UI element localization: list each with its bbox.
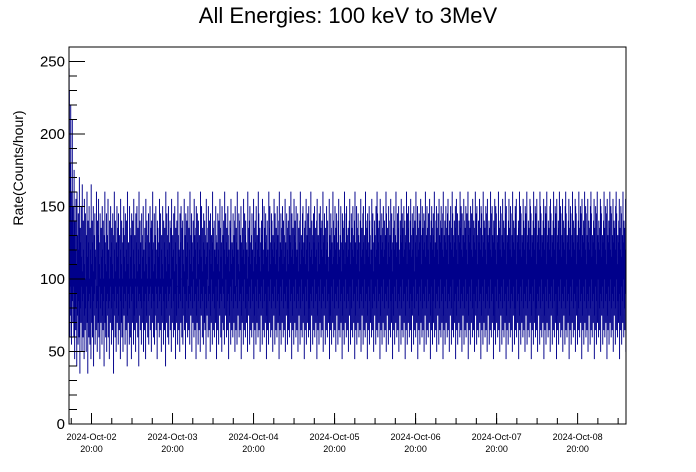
x-tick-label-date: 2024-Oct-04 bbox=[229, 432, 279, 442]
x-tick-label-date: 2024-Oct-06 bbox=[391, 432, 441, 442]
x-tick-label-time: 20:00 bbox=[566, 444, 589, 454]
x-tick-label-date: 2024-Oct-08 bbox=[553, 432, 603, 442]
x-tick-label-date: 2024-Oct-07 bbox=[472, 432, 522, 442]
x-tick-label-date: 2024-Oct-02 bbox=[66, 432, 116, 442]
x-tick-label-time: 20:00 bbox=[323, 444, 346, 454]
x-tick-label-time: 20:00 bbox=[485, 444, 508, 454]
x-tick-label-time: 20:00 bbox=[80, 444, 103, 454]
chart-title: All Energies: 100 keV to 3MeV bbox=[198, 3, 498, 28]
x-tick-label-time: 20:00 bbox=[242, 444, 265, 454]
y-tick-label: 150 bbox=[40, 199, 65, 216]
y-tick-label: 50 bbox=[48, 344, 65, 361]
x-tick-label-time: 20:00 bbox=[161, 444, 184, 454]
y-tick-label: 200 bbox=[40, 126, 65, 143]
y-tick-label: 100 bbox=[40, 271, 65, 288]
series-line bbox=[68, 68, 627, 374]
y-tick-label: 250 bbox=[40, 54, 65, 71]
x-axis: 2024-Oct-02 20:00 2024-Oct-03 20:00 2024-Oct… bbox=[66, 413, 619, 454]
x-tick-label-time: 20:00 bbox=[404, 444, 427, 454]
x-tick-label-date: 2024-Oct-03 bbox=[148, 432, 198, 442]
y-tick-label: 0 bbox=[57, 416, 65, 433]
y-axis: 0 50 100 150 200 250 bbox=[40, 46, 85, 433]
series-layer bbox=[68, 68, 627, 374]
x-tick-label-date: 2024-Oct-05 bbox=[310, 432, 360, 442]
